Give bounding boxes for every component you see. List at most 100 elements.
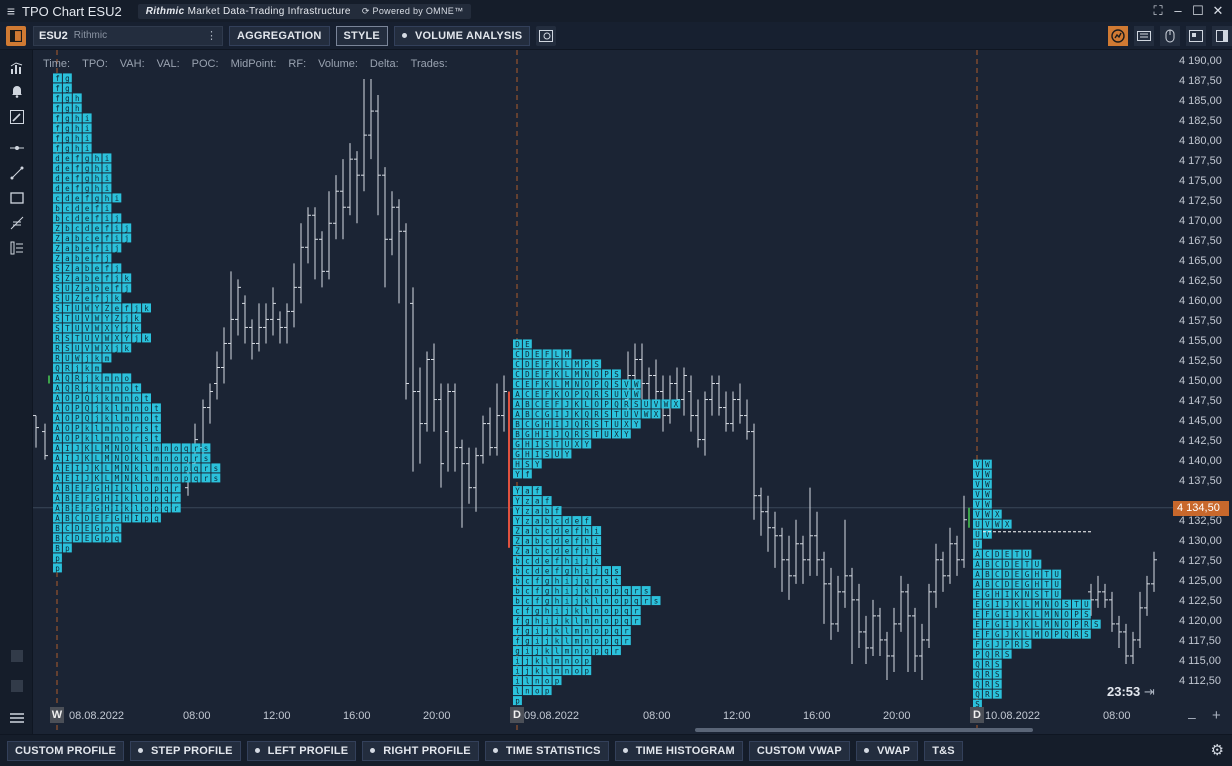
- volume-analysis-button[interactable]: VOLUME ANALYSIS: [393, 25, 531, 46]
- tpo-letter: n: [594, 606, 599, 615]
- minimize-icon[interactable]: –: [1174, 3, 1182, 18]
- tpo-cell: D: [72, 533, 82, 543]
- tpo-cell: j: [82, 353, 92, 363]
- tpo-letter: U: [75, 344, 80, 353]
- magnet-icon[interactable]: [7, 646, 26, 665]
- tpo-letter: f: [105, 274, 110, 283]
- tpo-cell: A: [53, 453, 62, 463]
- tpo-letter: r: [634, 606, 639, 615]
- profile-button-step-profile[interactable]: STEP PROFILE: [130, 740, 241, 761]
- tpo-letter: f: [575, 546, 580, 555]
- tpo-cell: B: [982, 569, 992, 579]
- tpo-letter: A: [55, 454, 60, 463]
- tpo-letter: E: [545, 400, 550, 409]
- tpo-cell: W: [982, 479, 992, 489]
- fibonacci-icon[interactable]: [7, 213, 26, 232]
- lock-icon[interactable]: [7, 676, 26, 695]
- right-panel-toggle-icon[interactable]: [1212, 26, 1232, 46]
- tpo-letter: n: [164, 474, 169, 483]
- tpo-cell: l: [592, 596, 602, 605]
- tpo-cell: s: [612, 566, 621, 575]
- trend-line-icon[interactable]: [7, 163, 26, 182]
- pencil-icon[interactable]: [7, 107, 26, 126]
- tpo-cell: T: [592, 429, 602, 439]
- tpo-mode-icon[interactable]: [1108, 26, 1128, 46]
- tpo-cell: K: [82, 443, 92, 453]
- price-axis[interactable]: 4 190,00 4 187,50 4 185,00 4 182,50 4 180,00…: [1173, 50, 1232, 710]
- tpo-cell: E: [532, 369, 542, 379]
- tpo-letter: Q: [975, 690, 980, 699]
- info-panel-icon[interactable]: [536, 25, 557, 46]
- indicators-icon[interactable]: [7, 58, 26, 77]
- tpo-letter: V: [654, 400, 659, 409]
- hamburger-menu-icon[interactable]: ≡: [6, 3, 16, 19]
- ohlc-bar-19: [305, 207, 311, 264]
- keyboard-icon[interactable]: [1134, 26, 1154, 46]
- profile-button-custom-profile[interactable]: CUSTOM PROFILE: [7, 740, 124, 761]
- tpo-cell: J: [992, 639, 1002, 649]
- close-icon[interactable]: ✕: [1212, 3, 1224, 18]
- tpo-letter: l: [525, 676, 530, 685]
- more-options-icon[interactable]: ⋮: [206, 30, 217, 42]
- profile-button-vwap[interactable]: VWAP: [855, 740, 919, 761]
- style-button[interactable]: STYLE: [335, 25, 388, 46]
- alert-bell-icon[interactable]: [7, 82, 26, 101]
- profile-button-time-statistics[interactable]: TIME STATISTICS: [484, 740, 609, 761]
- gear-icon[interactable]: ⚙: [1210, 742, 1224, 759]
- zoom-in-icon[interactable]: +: [1212, 707, 1221, 724]
- template-list-icon[interactable]: [7, 238, 26, 257]
- tpo-cell: U: [602, 429, 611, 439]
- maximize-icon[interactable]: ☐: [1192, 3, 1204, 18]
- tpo-cell: H: [513, 459, 522, 469]
- profile-button-right-profile[interactable]: RIGHT PROFILE: [362, 740, 479, 761]
- ohlc-bar-40: [452, 383, 458, 472]
- fullscreen-icon[interactable]: ⛶: [1153, 3, 1163, 18]
- sidebar-toggle-icon[interactable]: [6, 25, 26, 46]
- tpo-cell: L: [102, 473, 112, 483]
- horizontal-line-icon[interactable]: [7, 138, 26, 157]
- tpo-cell: o: [171, 443, 181, 453]
- tpo-letter: W: [95, 324, 100, 333]
- chart-scrollbar[interactable]: [695, 728, 1033, 732]
- symbol-selector[interactable]: ESU2 Rithmic ⋮: [33, 25, 223, 46]
- profile-button-custom-vwap[interactable]: CUSTOM VWAP: [748, 740, 850, 761]
- tpo-cell: M: [572, 359, 582, 369]
- tpo-letter: L: [565, 370, 570, 379]
- tpo-letter: S: [614, 370, 619, 379]
- object-list-icon[interactable]: [7, 708, 26, 727]
- tpo-letter: A: [975, 570, 980, 579]
- profile-button-left-profile[interactable]: LEFT PROFILE: [246, 740, 357, 761]
- rectangle-icon[interactable]: [7, 188, 26, 207]
- tpo-cell: I: [992, 599, 1002, 609]
- ohlc-bar-65: [744, 399, 750, 440]
- tpo-cell: Y: [621, 429, 631, 439]
- profile-button-time-histogram[interactable]: TIME HISTOGRAM: [614, 740, 743, 761]
- tpo-cell: P: [72, 393, 82, 403]
- tpo-letter: h: [95, 154, 100, 163]
- ohlc-bar-57: [688, 375, 694, 432]
- tpo-cell: o: [171, 453, 181, 463]
- tpo-letter: S: [604, 390, 609, 399]
- tpo-cell: K: [552, 369, 562, 379]
- scroll-to-end-icon[interactable]: ⇥: [1143, 684, 1155, 699]
- tpo-cell: S: [592, 419, 602, 429]
- tpo-cell: h: [572, 566, 582, 575]
- profile-button-t-s[interactable]: T&S: [924, 740, 963, 761]
- tpo-letter: P: [75, 424, 80, 433]
- tpo-cell: l: [582, 606, 592, 615]
- tpo-cell: q: [612, 636, 621, 645]
- tpo-cell: f: [513, 636, 522, 645]
- time-axis[interactable]: W 08.08.2022 D 09.08.2022 D 10.08.2022 08:00 12…: [33, 705, 1232, 731]
- aggregation-button[interactable]: AGGREGATION: [229, 25, 330, 46]
- tpo-cell: b: [72, 243, 82, 253]
- mouse-icon[interactable]: [1160, 26, 1180, 46]
- tpo-letter: A: [55, 374, 60, 383]
- tpo-letter: f: [105, 234, 110, 243]
- tpo-chart-canvas[interactable]: f gf gf g hf g hf g h if g h if g h if g h id e f g h id e f g h id e…: [33, 50, 1173, 734]
- tpo-letter: G: [515, 440, 520, 449]
- zoom-out-icon[interactable]: –: [1188, 709, 1196, 725]
- tpo-letter: c: [55, 194, 60, 203]
- tpo-cell: E: [62, 463, 72, 473]
- template-icon[interactable]: [1186, 26, 1206, 46]
